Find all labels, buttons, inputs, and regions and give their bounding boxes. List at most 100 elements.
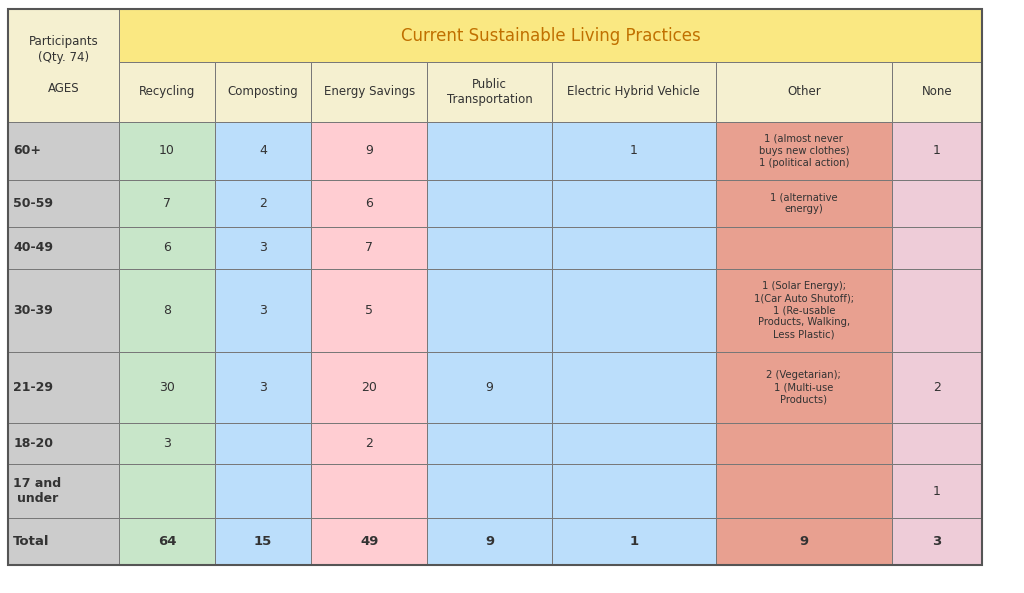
- Text: 9: 9: [800, 535, 808, 548]
- Text: 1 (alternative
energy): 1 (alternative energy): [770, 192, 838, 215]
- Text: Public
Transportation: Public Transportation: [446, 78, 532, 106]
- Text: Recycling: Recycling: [138, 85, 196, 98]
- Bar: [311, 518, 427, 565]
- Bar: [119, 352, 215, 423]
- Bar: [215, 180, 311, 227]
- Text: 2: 2: [933, 381, 941, 394]
- Bar: [427, 180, 552, 227]
- Text: 1: 1: [933, 144, 941, 157]
- Text: 7: 7: [366, 241, 373, 254]
- Bar: [427, 464, 552, 518]
- Text: 9: 9: [485, 535, 494, 548]
- Bar: [215, 269, 311, 352]
- Text: 20: 20: [361, 381, 377, 394]
- Bar: [215, 352, 311, 423]
- Bar: [119, 9, 982, 62]
- Text: 1: 1: [630, 535, 638, 548]
- Text: 17 and
under: 17 and under: [13, 477, 61, 505]
- Bar: [119, 464, 215, 518]
- Text: 9: 9: [485, 381, 494, 394]
- Bar: [716, 269, 892, 352]
- Bar: [119, 423, 215, 464]
- Text: Energy Savings: Energy Savings: [324, 85, 415, 98]
- Bar: [552, 269, 716, 352]
- Text: 7: 7: [163, 197, 171, 210]
- Text: 50-59: 50-59: [13, 197, 53, 210]
- Text: Current Sustainable Living Practices: Current Sustainable Living Practices: [400, 27, 700, 44]
- Bar: [716, 352, 892, 423]
- Bar: [552, 122, 716, 180]
- Text: 6: 6: [366, 197, 373, 210]
- Bar: [552, 227, 716, 269]
- Bar: [427, 227, 552, 269]
- Text: Composting: Composting: [227, 85, 299, 98]
- Bar: [892, 227, 982, 269]
- Bar: [8, 227, 119, 269]
- Text: 9: 9: [366, 144, 373, 157]
- Bar: [716, 227, 892, 269]
- Bar: [892, 62, 982, 122]
- Text: Electric Hybrid Vehicle: Electric Hybrid Vehicle: [567, 85, 700, 98]
- Bar: [119, 269, 215, 352]
- Text: 30-39: 30-39: [13, 304, 53, 317]
- Bar: [552, 518, 716, 565]
- Bar: [552, 352, 716, 423]
- Bar: [427, 269, 552, 352]
- Bar: [119, 62, 215, 122]
- Bar: [552, 423, 716, 464]
- Bar: [8, 269, 119, 352]
- Bar: [311, 62, 427, 122]
- Text: 49: 49: [360, 535, 378, 548]
- Text: 1: 1: [933, 484, 941, 498]
- Bar: [8, 122, 119, 180]
- Bar: [892, 518, 982, 565]
- Bar: [892, 180, 982, 227]
- Text: 10: 10: [159, 144, 175, 157]
- Bar: [215, 518, 311, 565]
- Bar: [311, 227, 427, 269]
- Bar: [8, 352, 119, 423]
- Bar: [8, 423, 119, 464]
- Text: 64: 64: [158, 535, 176, 548]
- Bar: [119, 518, 215, 565]
- Bar: [215, 62, 311, 122]
- Bar: [311, 269, 427, 352]
- Bar: [119, 122, 215, 180]
- Bar: [716, 423, 892, 464]
- Bar: [427, 518, 552, 565]
- Bar: [215, 122, 311, 180]
- Text: 1: 1: [630, 144, 638, 157]
- Text: 2: 2: [259, 197, 267, 210]
- Text: 4: 4: [259, 144, 267, 157]
- Bar: [716, 122, 892, 180]
- Bar: [892, 122, 982, 180]
- Bar: [311, 180, 427, 227]
- Text: 40-49: 40-49: [13, 241, 53, 254]
- Bar: [427, 352, 552, 423]
- Bar: [427, 62, 552, 122]
- Text: 3: 3: [932, 535, 942, 548]
- Bar: [311, 122, 427, 180]
- Bar: [8, 9, 119, 122]
- Text: 6: 6: [163, 241, 171, 254]
- Bar: [892, 464, 982, 518]
- Bar: [215, 423, 311, 464]
- Text: 1 (almost never
buys new clothes)
1 (political action): 1 (almost never buys new clothes) 1 (pol…: [759, 133, 849, 168]
- Text: 3: 3: [163, 437, 171, 450]
- Text: 21-29: 21-29: [13, 381, 53, 394]
- Text: 8: 8: [163, 304, 171, 317]
- Bar: [311, 464, 427, 518]
- Bar: [716, 464, 892, 518]
- Text: 15: 15: [254, 535, 272, 548]
- Bar: [892, 269, 982, 352]
- Bar: [552, 464, 716, 518]
- Bar: [215, 227, 311, 269]
- Bar: [8, 464, 119, 518]
- Text: 3: 3: [259, 381, 267, 394]
- Bar: [716, 518, 892, 565]
- Bar: [552, 62, 716, 122]
- Bar: [552, 180, 716, 227]
- Bar: [8, 518, 119, 565]
- Bar: [215, 464, 311, 518]
- Text: Total: Total: [13, 535, 50, 548]
